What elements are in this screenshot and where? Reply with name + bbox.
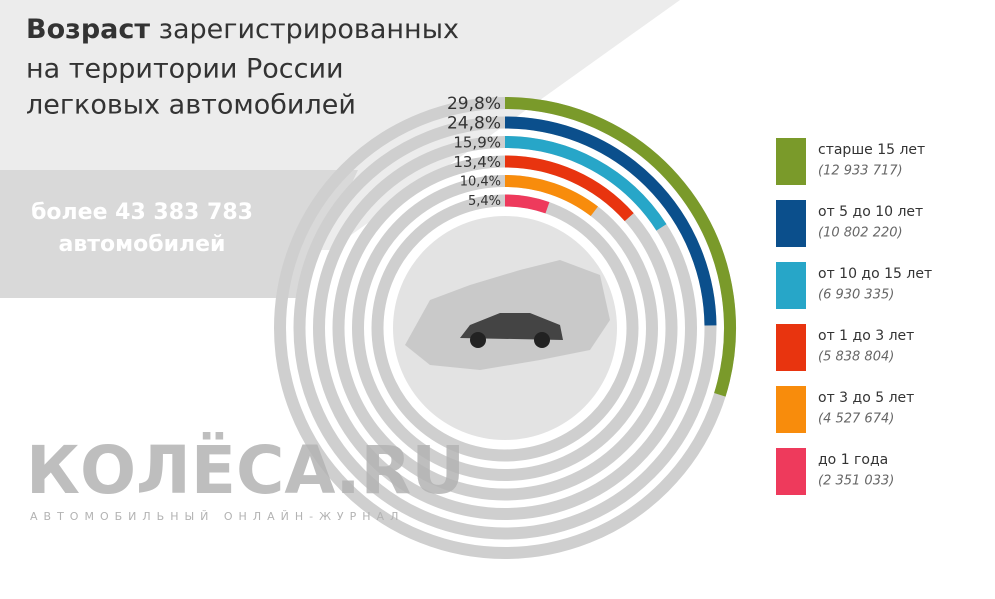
legend-swatch: [776, 448, 806, 495]
legend-label: от 10 до 15 лет: [818, 266, 932, 282]
legend: старше 15 лет (12 933 717) от 5 до 10 лет (…: [776, 138, 932, 495]
total-count: более 43 383 783: [31, 200, 253, 225]
ring-bar: [504, 116, 717, 326]
bg-band: [0, 170, 358, 298]
title-bold: Возраст: [26, 14, 150, 45]
logo-tagline: АВТОМОБИЛЬНЫЙ ОНЛАЙН-ЖУРНАЛ: [30, 510, 404, 523]
value-label: 10,4%: [460, 175, 501, 190]
ring-bar: [504, 175, 599, 217]
value-label: 5,4%: [468, 194, 501, 209]
ring-bar: [504, 136, 667, 231]
legend-label: до 1 года: [818, 452, 888, 468]
ring-bar: [504, 155, 634, 222]
legend-count: (10 802 220): [818, 226, 903, 241]
legend-label: старше 15 лет: [818, 142, 925, 158]
title-line3: легковых автомобилей: [26, 90, 356, 121]
rings: 29,8%24,8%15,9%13,4% 10,4% 5,4%: [274, 94, 736, 559]
legend-swatch: [776, 138, 806, 185]
legend-swatch: [776, 324, 806, 371]
legend-swatch: [776, 386, 806, 433]
legend-label: от 5 до 10 лет: [818, 204, 923, 220]
title-line2: на территории России: [26, 54, 344, 85]
legend-label: от 1 до 3 лет: [818, 328, 914, 344]
value-label: 24,8%: [447, 114, 501, 134]
legend-count: (12 933 717): [818, 164, 903, 179]
legend-count: (6 930 335): [818, 288, 894, 303]
value-label: 15,9%: [453, 134, 501, 152]
legend-count: (2 351 033): [818, 474, 894, 489]
value-label: 29,8%: [447, 94, 501, 114]
title-rest: зарегистрированных: [159, 14, 459, 45]
center-illustration: [393, 216, 617, 440]
legend-count: (4 527 674): [818, 412, 894, 427]
ring-bar: [504, 194, 550, 214]
total-unit: автомобилей: [59, 232, 226, 257]
legend-swatch: [776, 262, 806, 309]
legend-count: (5 838 804): [818, 350, 894, 365]
logo: КОЛЁСА.RU: [26, 432, 465, 509]
legend-label: от 3 до 5 лет: [818, 390, 914, 406]
ring-bar: [504, 97, 736, 397]
title-line1: Возраст зарегистрированных: [26, 14, 459, 45]
legend-swatch: [776, 200, 806, 247]
value-label: 13,4%: [453, 153, 501, 171]
